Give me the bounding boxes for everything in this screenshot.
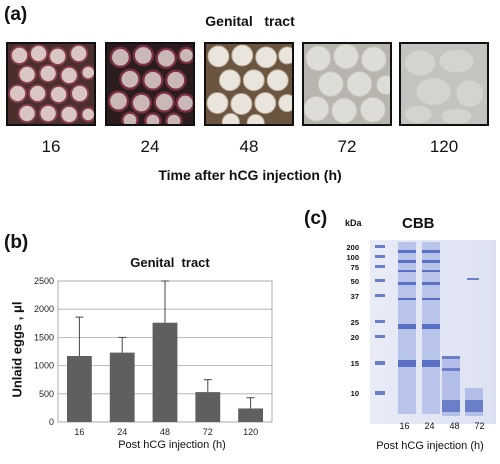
marker-label-200: 200: [346, 243, 359, 252]
panel-c-title: CBB: [402, 215, 435, 232]
y-tick-label: 2000: [34, 304, 54, 314]
x-tick-label: 16: [74, 427, 84, 437]
lane-label-72: 72: [474, 421, 485, 431]
bar: [109, 352, 135, 422]
lane-label-16: 16: [399, 421, 410, 431]
x-tick-label: 48: [160, 427, 170, 437]
gel-image: [370, 240, 496, 424]
time-label-16: 16: [41, 137, 61, 156]
lane-label-48: 48: [449, 421, 460, 431]
x-tick-label: 24: [117, 427, 127, 437]
marker-label-37: 37: [351, 292, 359, 301]
time-label-24: 24: [140, 137, 160, 156]
y-tick-label: 1000: [34, 361, 54, 371]
panel-b-title: Genital tract: [130, 255, 210, 270]
panel-b-label: (b): [4, 232, 29, 253]
photo-72h: [302, 42, 392, 126]
y-tick-label: 1500: [34, 332, 54, 342]
panel-c-xlabel: Post hCG injection (h): [376, 440, 484, 452]
y-tick-label: 0: [49, 417, 54, 427]
panel-a-title: Genital tract: [205, 13, 295, 29]
panel-a-xlabel: Time after hCG injection (h): [158, 167, 342, 183]
time-label-72: 72: [337, 137, 357, 156]
photo-48h: [204, 42, 294, 126]
panel-c-label: (c): [304, 208, 328, 229]
bar: [195, 392, 221, 422]
lane-label-24: 24: [424, 421, 435, 431]
bar: [238, 408, 264, 422]
marker-label-50: 50: [351, 277, 359, 286]
photo-120h: [399, 42, 489, 126]
lane-labels: 16 24 48 72: [392, 421, 492, 431]
marker-label-15: 15: [351, 359, 359, 368]
x-tick-label: 120: [243, 427, 258, 437]
bar: [66, 356, 92, 422]
panel-a-label: (a): [4, 4, 28, 25]
y-tick-label: 500: [39, 389, 54, 399]
chart-bars: [66, 280, 264, 422]
chart-axis: 0 500 1000 1500 2000 2500 16 24 48 72 120: [34, 276, 258, 437]
marker-label-100: 100: [346, 253, 359, 262]
bar: [152, 322, 178, 422]
marker-label-20: 20: [351, 333, 359, 342]
time-label-48: 48: [239, 137, 259, 156]
y-tick-label: 2500: [34, 276, 54, 286]
time-label-120: 120: [429, 137, 459, 156]
x-tick-label: 72: [203, 427, 213, 437]
panel-b-xlabel: Post hCG injection (h): [118, 439, 226, 451]
marker-label-10: 10: [351, 389, 359, 398]
marker-label-25: 25: [351, 318, 359, 327]
photo-24h: [105, 42, 195, 126]
kda-unit-label: kDa: [345, 218, 362, 228]
marker-label-75: 75: [351, 263, 359, 272]
photo-16h: [6, 42, 96, 126]
